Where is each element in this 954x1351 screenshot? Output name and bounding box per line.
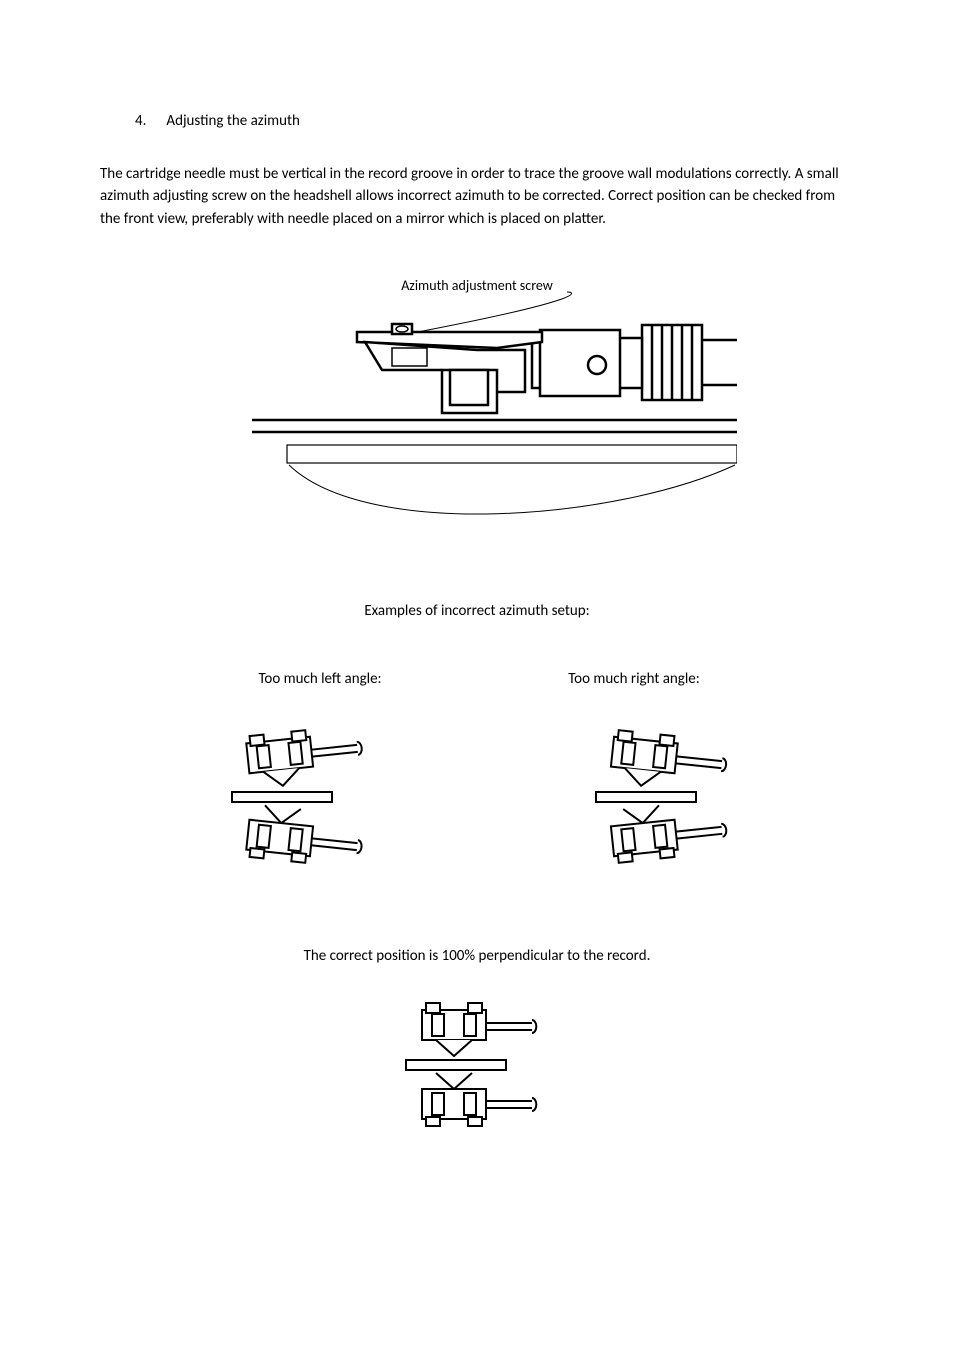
- section-heading: 4. Adjusting the azimuth: [135, 110, 854, 133]
- correct-position-text: The correct position is 100% perpendicul…: [100, 945, 854, 968]
- correct-diagram-container: [100, 993, 854, 1153]
- main-azimuth-diagram: Azimuth adjustment screw: [100, 270, 854, 550]
- callout-text: Azimuth adjustment screw: [401, 277, 553, 294]
- section-title: Adjusting the azimuth: [166, 112, 300, 130]
- left-angle-label: Too much left angle:: [190, 668, 450, 691]
- incorrect-diagrams-row: [100, 720, 854, 890]
- section-number: 4.: [135, 110, 163, 133]
- correct-perpendicular-diagram: [392, 993, 562, 1153]
- right-angle-label: Too much right angle:: [504, 668, 764, 691]
- body-paragraph: The cartridge needle must be vertical in…: [100, 163, 854, 231]
- right-tilt-diagram: [584, 720, 754, 890]
- tonearm-side-view-diagram: Azimuth adjustment screw: [217, 270, 737, 550]
- labels-row: Too much left angle: Too much right angl…: [100, 668, 854, 691]
- left-tilt-diagram: [220, 720, 390, 890]
- examples-heading: Examples of incorrect azimuth setup:: [100, 600, 854, 623]
